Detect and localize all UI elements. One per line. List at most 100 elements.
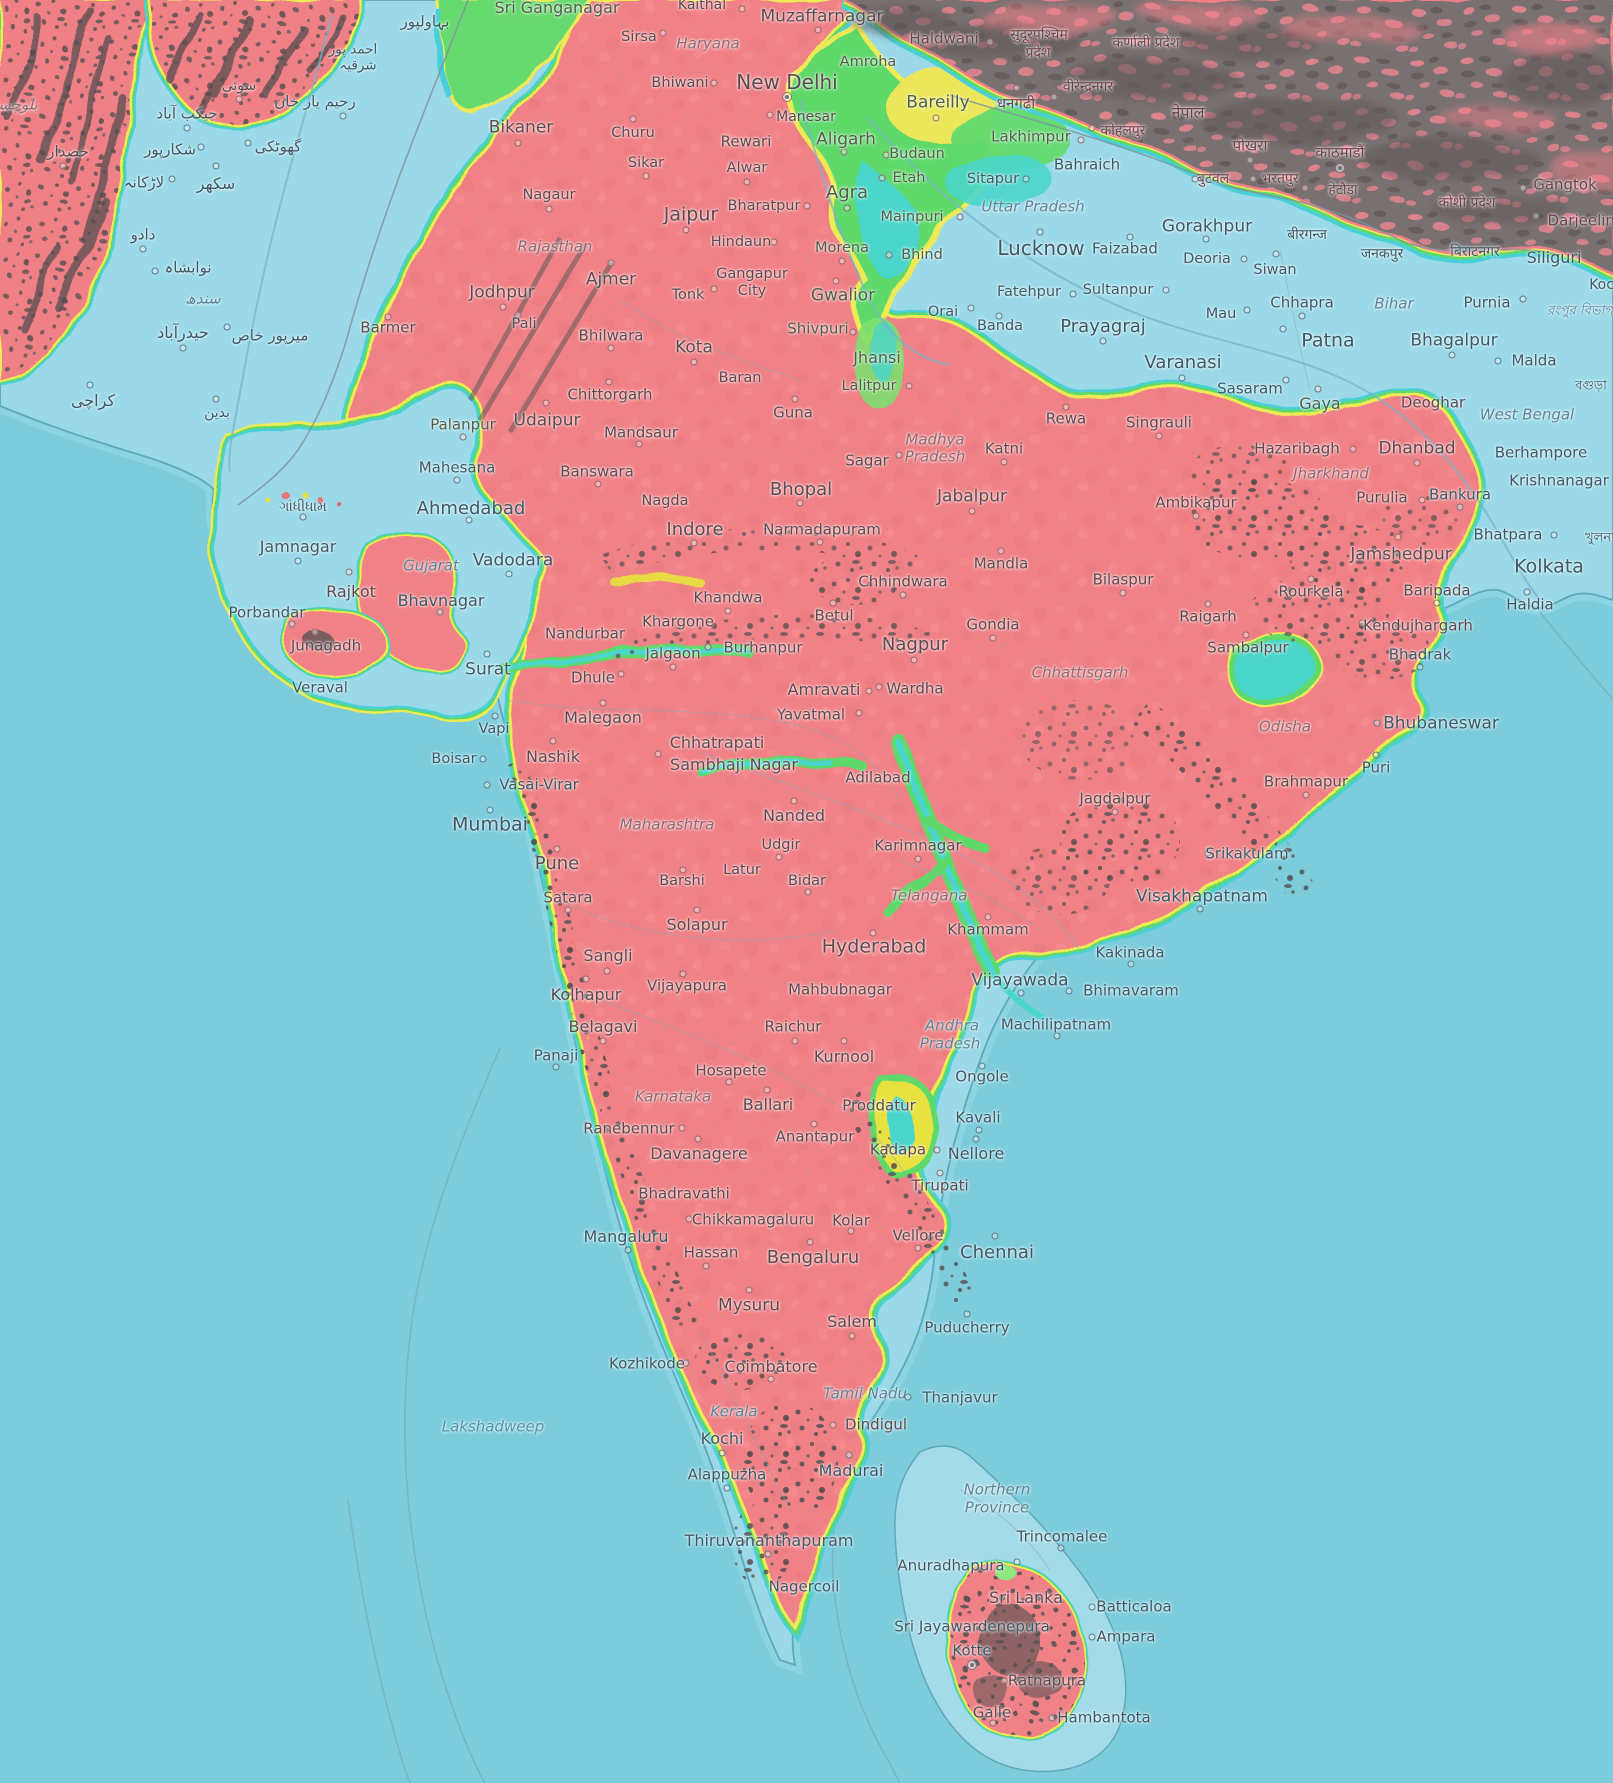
map-label: Baripada [1403, 581, 1471, 600]
city-marker [932, 114, 940, 122]
city-marker [849, 328, 857, 336]
city-marker [767, 1375, 775, 1383]
city-marker [770, 238, 778, 246]
city-marker [814, 26, 822, 34]
map-label: Sri Lanka [989, 1588, 1063, 1607]
map-label: Sitapur [966, 170, 1020, 187]
map-label: Alappuzha [687, 1465, 767, 1484]
map-label: Amravati [787, 680, 861, 699]
city-marker [1519, 295, 1527, 303]
map-label: Jalgaon [645, 644, 701, 663]
map-label: Malegaon [564, 708, 642, 727]
map-label: Ahmedabad [416, 498, 526, 519]
admin-boundaries [504, 249, 1311, 1571]
map-label: Vijayawada [971, 970, 1069, 991]
map-label: Alwar [726, 159, 768, 176]
map-label: Hambantota [1057, 1708, 1151, 1727]
map-label: कोशी प्रदेश [1438, 195, 1496, 211]
map-label: Northern [963, 1480, 1031, 1499]
map-label: Nagpur [881, 634, 949, 655]
city-marker [1314, 385, 1322, 393]
city-marker [967, 304, 975, 312]
map-label: Trincomalee [1016, 1527, 1108, 1546]
map-label: Chhapra [1270, 293, 1334, 312]
map-label: Nashik [526, 747, 580, 766]
city-marker [465, 516, 473, 524]
map-label: Bengaluru [766, 1247, 860, 1268]
city-marker [86, 381, 94, 389]
map-label: Mysuru [717, 1295, 781, 1316]
city-marker [991, 1232, 999, 1240]
map-label: Ajmer [585, 269, 637, 290]
city-marker [766, 111, 774, 119]
map-label: Hassan [683, 1243, 739, 1262]
city-marker [1099, 337, 1107, 345]
city-marker [549, 737, 557, 745]
city-marker [659, 29, 667, 37]
map-label: Bharatpur [727, 197, 801, 214]
city-marker [1456, 503, 1464, 511]
map-label: Deoria [1183, 250, 1231, 267]
city-marker [810, 1120, 818, 1128]
city-marker [151, 267, 159, 275]
map-label: Rajasthan [517, 237, 593, 256]
map-label: شکارپور [144, 140, 196, 159]
map-label: Barmer [360, 318, 416, 337]
map-label: Haldia [1506, 595, 1554, 614]
city-marker [690, 539, 698, 547]
map-label: Jharkhand [1293, 464, 1369, 483]
map-label: Guna [773, 403, 813, 422]
map-label: Thanjavur [922, 1388, 998, 1407]
city-marker [635, 440, 643, 448]
map-label: Sirsa [621, 28, 657, 45]
map-label: बिराटनगर [1450, 244, 1500, 260]
map-label: Lalitpur [841, 377, 897, 394]
map-label: Kolhapur [550, 985, 622, 1004]
chota-nagpur-plateau [1190, 480, 1330, 560]
map-label: Mau [1205, 305, 1237, 322]
map-label: Ampara [1096, 1627, 1156, 1646]
map-label: Hindaun [710, 233, 772, 250]
map-label: Sambalpur [1207, 638, 1289, 657]
map-label: Chikkamagaluru [691, 1210, 815, 1229]
map-label: Kochi [700, 1429, 744, 1448]
map-label: Rewa [1045, 409, 1087, 428]
map-label: हेटौडा [1328, 182, 1358, 198]
map-label: Kotte [952, 1641, 992, 1660]
map-label: भरतपुर [1261, 171, 1299, 187]
map-label: Junagadh [290, 636, 362, 655]
city-marker [1050, 93, 1058, 101]
city-marker [1394, 533, 1402, 541]
city-marker [1302, 791, 1310, 799]
map-label: Uttar Pradesh [981, 197, 1085, 216]
map-label: Sikar [627, 154, 665, 171]
city-marker [1036, 228, 1044, 236]
map-label: Nagercoil [768, 1577, 840, 1596]
map-label: Jamnagar [259, 537, 337, 556]
city-marker [582, 975, 590, 983]
city-marker [1126, 233, 1134, 241]
city-marker [1358, 619, 1366, 627]
map-label: Belagavi [568, 1017, 638, 1036]
map-label: Bhagalpur [1410, 330, 1498, 351]
map-label: Shivpuri [787, 319, 849, 338]
map-label: Ranebennur [583, 1119, 675, 1138]
map-label: Raigarh [1179, 607, 1237, 626]
map-label: Ongole [955, 1067, 1009, 1086]
map-label: Purulia [1356, 488, 1408, 507]
map-label: Puducherry [924, 1318, 1010, 1337]
city-marker [1243, 306, 1251, 314]
city-marker [975, 1126, 983, 1134]
map-label: Jagdalpur [1079, 789, 1151, 808]
city-marker [843, 204, 851, 212]
city-marker [642, 172, 650, 180]
map-label: City [737, 282, 767, 299]
map-label: Bhilwara [578, 326, 644, 345]
map-label: Vellore [892, 1226, 944, 1245]
map-label: Aligarh [816, 129, 876, 150]
map-label: سکھر [196, 174, 236, 193]
city-marker [838, 257, 846, 265]
